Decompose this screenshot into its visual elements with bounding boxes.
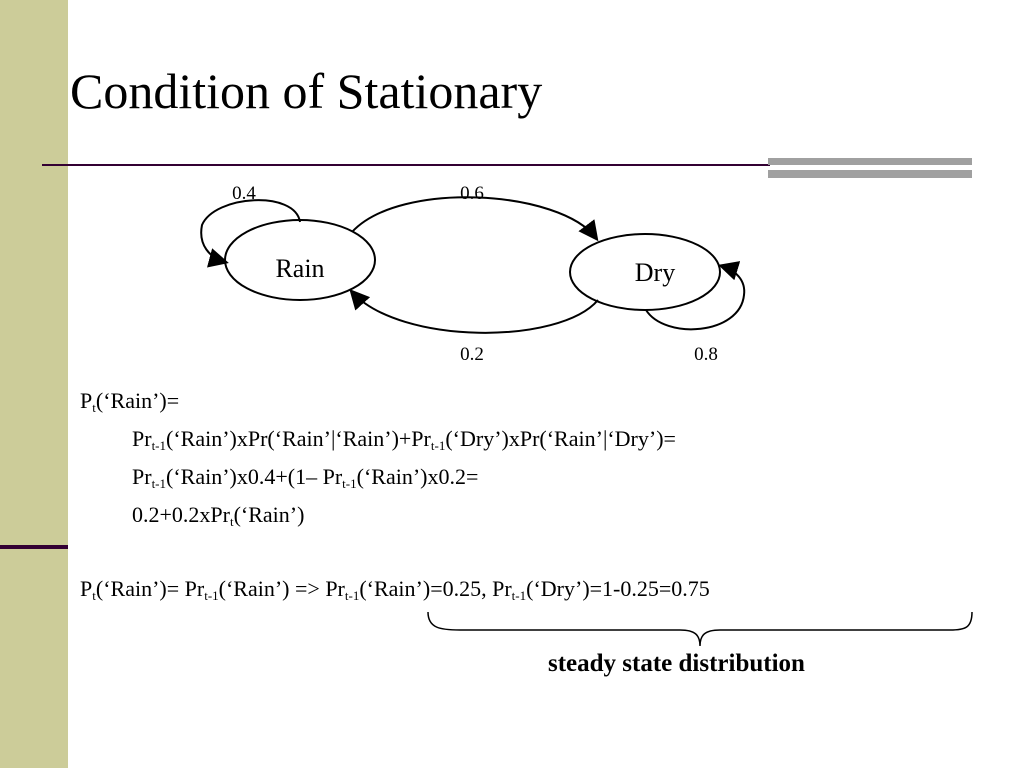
edge-dry-dry [645,261,746,331]
equation-text: P [80,576,93,601]
subscript: t-1 [342,476,357,491]
edge-rain-rain [200,199,301,268]
edge-label: 0.2 [460,344,484,365]
side-bar [0,0,68,768]
subscript: t-1 [204,588,219,603]
edge-dry-rain [349,289,599,334]
side-rule [0,545,68,549]
subscript: t-1 [430,438,446,453]
subscript: t [92,588,96,603]
subscript: t-1 [151,438,167,453]
node-label: Rain [275,254,324,283]
edge-label: 0.8 [694,344,718,365]
equation-text: (‘Dry’)xPr(‘Rain’|‘Dry’)= [445,426,676,451]
equation-text: (‘Rain’)= [95,388,180,413]
subscript: t [92,400,96,415]
subscript: t-1 [344,588,360,603]
equation-line: Prt-1(‘Rain’)xPr(‘Rain’|‘Rain’)+Prt-1(‘D… [132,426,676,454]
equation-text: (‘Rain’)x0.4+(1– Pr [166,464,343,489]
subscript: t-1 [511,588,527,603]
equation-text: (‘Rain’)= Pr [95,576,205,601]
node-label: Dry [635,258,675,287]
subscript: t-1 [151,476,167,491]
equation-line: Pt(‘Rain’)= Prt-1(‘Rain’) => Prt-1(‘Rain… [80,576,710,604]
equation-text: (‘Rain’)xPr(‘Rain’|‘Rain’)+Pr [166,426,431,451]
equation-line: Prt-1(‘Rain’)x0.4+(1– Prt-1(‘Rain’)x0.2= [132,464,478,492]
equation-text: Pr [132,464,152,489]
equation-line: 0.2+0.2xPrt(‘Rain’) [132,502,304,530]
equation-text: (‘Rain’) [233,502,305,527]
edge-rain-dry [351,196,599,242]
equation-text: (‘Rain’) => Pr [218,576,345,601]
edge-label: 0.4 [232,183,256,204]
accent-bar [768,170,972,178]
note: steady state distribution [548,650,805,677]
equation-text: (‘Dry’)=1-0.25=0.75 [526,576,710,601]
equation-text: P [80,388,93,413]
equation-text: (‘Rain’)x0.2= [356,464,479,489]
equation-text: (‘Rain’)=0.25, Pr [359,576,512,601]
accent-bar [768,158,972,165]
subscript: t [229,514,234,529]
equation-text: 0.2+0.2xPr [132,502,230,527]
equation-line: Pt(‘Rain’)= [80,388,179,416]
title: Condition of Stationary [70,63,543,119]
equation-text: Pr [132,426,152,451]
title-rule [42,164,770,166]
brace [427,611,973,647]
edge-label: 0.6 [460,183,484,204]
